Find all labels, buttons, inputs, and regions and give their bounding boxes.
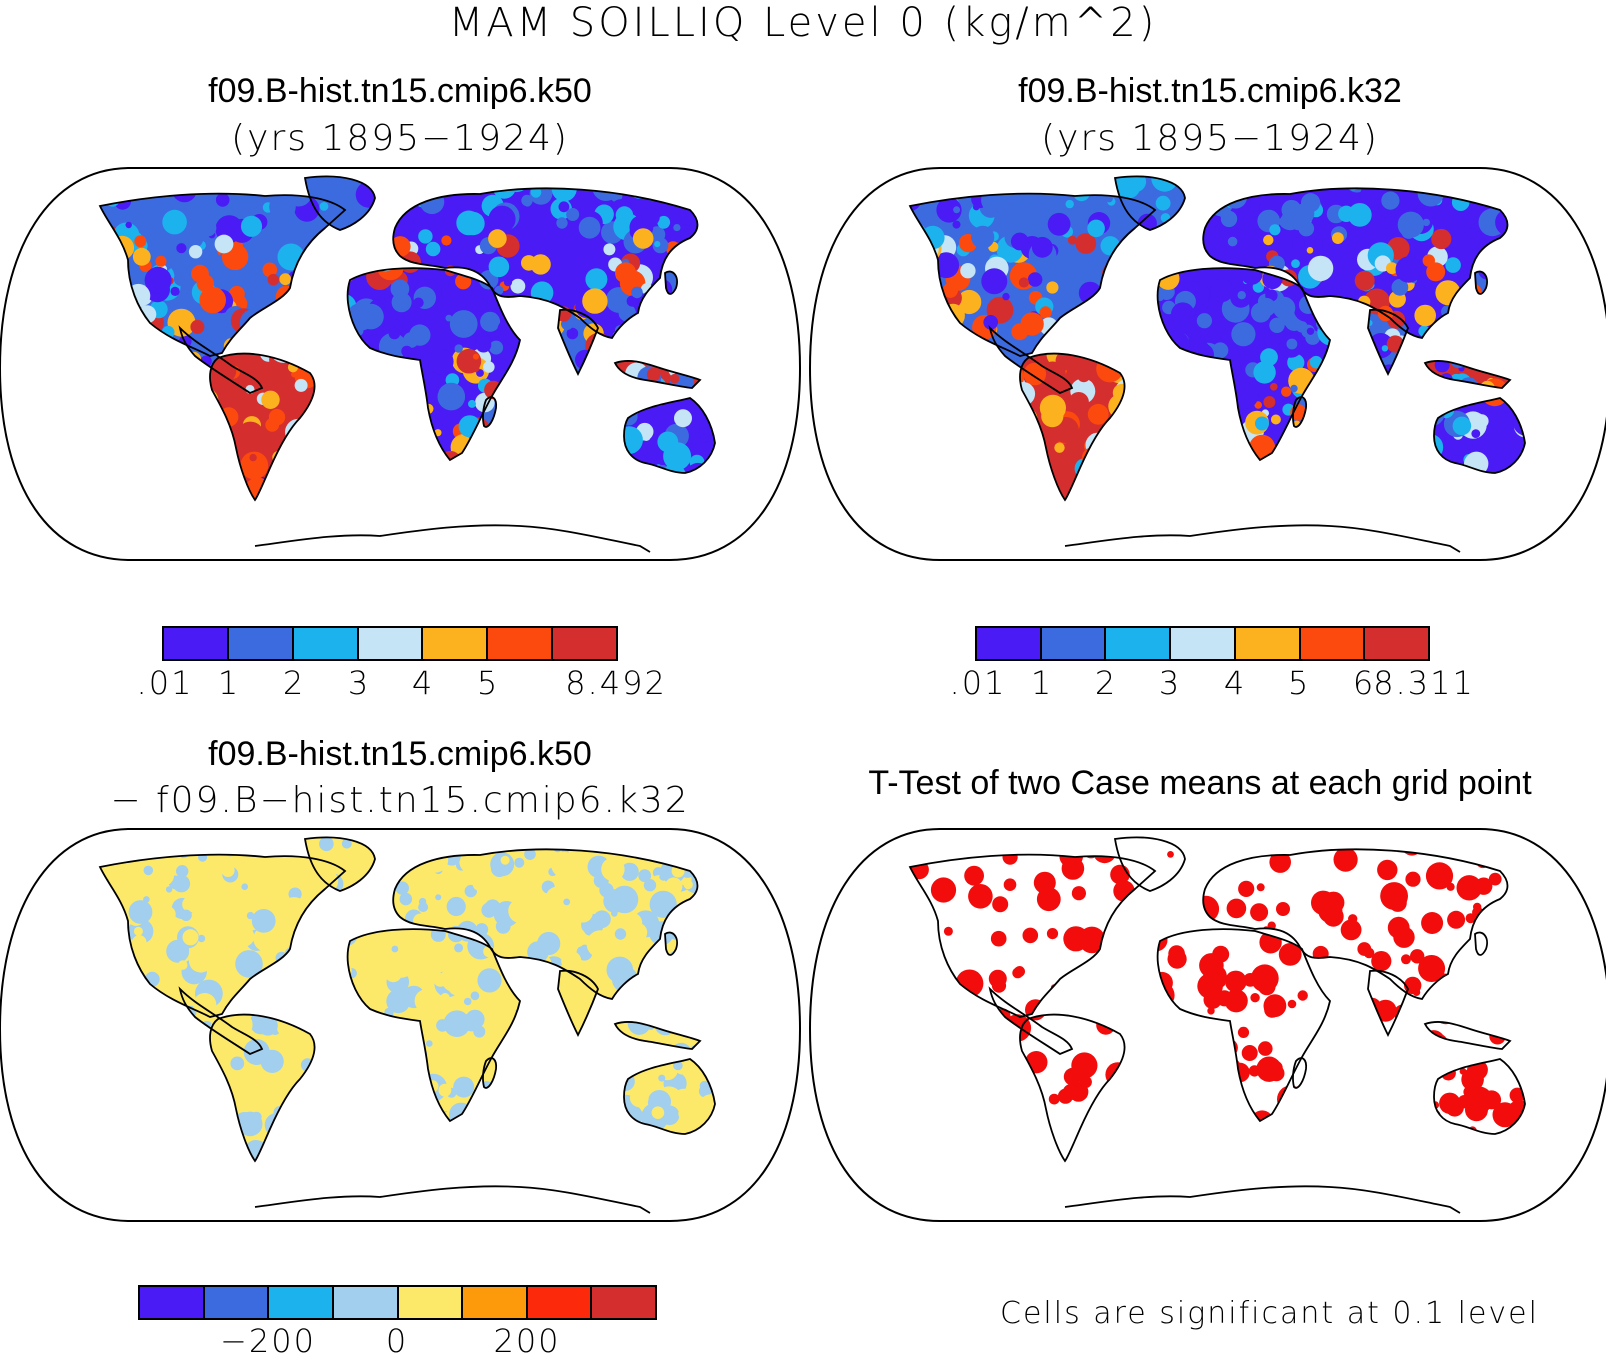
- panel1-title: f09.B-hist.tn15.cmip6.k50: [208, 72, 592, 110]
- colorbar-panel3: [138, 1285, 657, 1320]
- colorbar-tick-label: 8.311: [1373, 664, 1475, 702]
- colorbar-swatch: [463, 1287, 528, 1318]
- colorbar-swatch: [140, 1287, 205, 1318]
- colorbar-swatch: [553, 628, 617, 659]
- colorbar-swatch: [398, 1287, 464, 1318]
- map-panel4: [808, 828, 1606, 1222]
- panel4-title: T-Test of two Case means at each grid po…: [868, 764, 1532, 802]
- colorbar-tick-label: 1: [217, 664, 241, 702]
- colorbar-tick-label: 2: [282, 664, 306, 702]
- land-sa: [210, 353, 315, 500]
- colorbar-swatch: [1171, 628, 1236, 659]
- colorbar-swatch: [204, 1287, 270, 1318]
- land-madagascar: [482, 1058, 497, 1088]
- map-panel1: [0, 167, 802, 561]
- panel2-subtitle: (yrs 1895−1924): [1041, 118, 1379, 159]
- colorbar-tick-label: 3: [347, 664, 371, 702]
- colorbar-swatch: [1365, 628, 1429, 659]
- colorbar-swatch: [977, 628, 1042, 659]
- map-boundary: [0, 828, 802, 1222]
- colorbar-swatch: [1106, 628, 1172, 659]
- colorbar-tick-label: 6: [1352, 664, 1376, 702]
- colorbar-swatch: [1300, 628, 1366, 659]
- colorbar-swatch: [488, 628, 554, 659]
- colorbar-panel1: [162, 626, 618, 661]
- map-boundary: [0, 167, 802, 561]
- colorbar-tick-label: 200: [493, 1322, 561, 1360]
- colorbar-tick-label: 5: [1287, 664, 1311, 702]
- colorbar-tick-label: 3: [1158, 664, 1182, 702]
- colorbar-tick-label: 8.492: [565, 664, 667, 702]
- colorbar-swatch: [1235, 628, 1301, 659]
- land-madagascar: [1292, 1058, 1307, 1088]
- map-boundary: [808, 167, 1606, 561]
- panel3-title: f09.B-hist.tn15.cmip6.k50: [208, 735, 592, 773]
- colorbar-swatch: [333, 1287, 399, 1318]
- map-panel3: [0, 828, 802, 1222]
- colorbar-swatch: [293, 628, 359, 659]
- colorbar-panel2: [975, 626, 1430, 661]
- colorbar-tick-label: −200: [220, 1322, 316, 1360]
- colorbar-swatch: [527, 1287, 593, 1318]
- land-greenland: [1115, 837, 1185, 891]
- map-boundary: [808, 828, 1606, 1222]
- panel2-title: f09.B-hist.tn15.cmip6.k32: [1018, 72, 1402, 110]
- colorbar-swatch: [358, 628, 424, 659]
- land-africa: [1157, 929, 1330, 1121]
- land-japan: [1475, 932, 1488, 955]
- panel3-subtitle: − f09.B−hist.tn15.cmip6.k32: [110, 780, 690, 821]
- map-panel2: [808, 167, 1606, 561]
- panel1-subtitle: (yrs 1895−1924): [231, 118, 569, 159]
- colorbar-swatch: [164, 628, 229, 659]
- colorbar-tick-label: 2: [1094, 664, 1118, 702]
- land-indonesia: [1425, 1021, 1510, 1049]
- colorbar-tick-label: 1: [1030, 664, 1054, 702]
- figure-title: MAM SOILLIQ Level 0 (kg/m^2): [448, 0, 1158, 46]
- colorbar-tick-label: 4: [411, 664, 435, 702]
- colorbar-tick-label: .01: [136, 664, 194, 702]
- colorbar-swatch: [423, 628, 489, 659]
- colorbar-tick-label: .01: [949, 664, 1007, 702]
- colorbar-tick-label: 5: [476, 664, 500, 702]
- colorbar-swatch: [228, 628, 294, 659]
- colorbar-swatch: [1041, 628, 1107, 659]
- colorbar-swatch: [592, 1287, 655, 1318]
- colorbar-tick-label: 0: [385, 1322, 409, 1360]
- colorbar-tick-label: 4: [1223, 664, 1247, 702]
- significance-note: Cells are significant at 0.1 level: [1000, 1296, 1539, 1331]
- colorbar-swatch: [269, 1287, 334, 1318]
